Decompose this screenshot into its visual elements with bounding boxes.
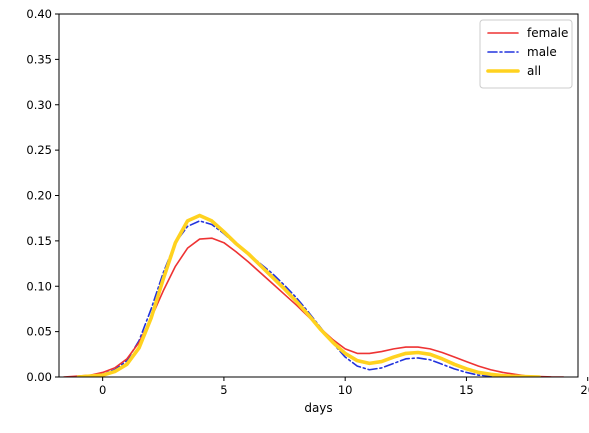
series-line-female: [63, 237, 565, 377]
y-tick-label: 0.25: [26, 143, 52, 157]
x-axis-label: days: [304, 401, 332, 415]
y-tick-label: 0.10: [26, 279, 52, 293]
y-tick-label: 0.35: [26, 52, 52, 66]
y-tick-label: 0.40: [26, 7, 52, 21]
y-tick-label: 0.30: [26, 98, 52, 112]
legend-label-female: female: [527, 26, 568, 40]
y-tick-label: 0.05: [26, 325, 52, 339]
y-tick-label: 0.20: [26, 189, 52, 203]
axis-layer: 0.00 0.05 0.10 0.15 0.20 0.25 0.30 0.35 0.40 0 5 10…: [26, 7, 589, 415]
legend: female male all: [479, 19, 573, 89]
x-tick-label: 20: [580, 383, 589, 397]
x-tick-label: 10: [338, 383, 353, 397]
x-tick-label: 15: [459, 383, 474, 397]
x-tick-label: 5: [220, 383, 227, 397]
plot-layer: [63, 213, 565, 377]
legend-label-all: all: [527, 64, 541, 78]
series-line-male: [77, 220, 516, 377]
legend-label-male: male: [527, 45, 557, 59]
y-tick-label: 0.15: [26, 234, 52, 248]
series-line-all: [76, 213, 542, 377]
y-tick-label: 0.00: [26, 370, 52, 384]
x-tick-label: 0: [99, 383, 106, 397]
